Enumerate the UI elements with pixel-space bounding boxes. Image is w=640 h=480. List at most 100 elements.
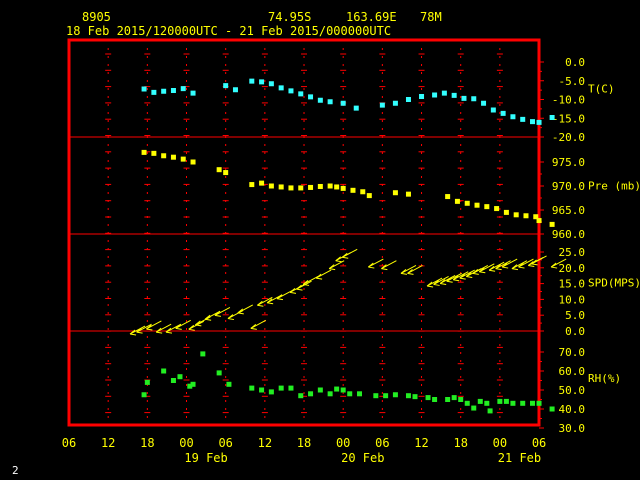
page-number: 2: [12, 464, 19, 477]
data-point: [360, 189, 366, 195]
wind-arrow-shaft: [276, 290, 293, 300]
data-point: [334, 184, 340, 190]
data-point: [308, 94, 314, 100]
y-tick-label: 70.0: [559, 346, 586, 359]
data-point: [454, 198, 460, 204]
data-point: [503, 398, 509, 404]
wind-arrow-head: [511, 264, 519, 271]
data-point: [223, 83, 229, 89]
data-point: [510, 114, 516, 120]
x-tick-label: 00: [493, 436, 507, 450]
y-tick-label: 0.0: [565, 325, 585, 338]
data-point: [484, 400, 490, 406]
time-range: 18 Feb 2015/120000UTC - 21 Feb 2015/0000…: [66, 24, 392, 38]
x-tick-label: 06: [62, 436, 76, 450]
data-point: [383, 393, 389, 399]
data-point: [308, 391, 314, 397]
data-point: [481, 100, 487, 106]
x-tick-label: 18: [297, 436, 311, 450]
data-point: [530, 400, 536, 406]
data-point: [392, 190, 398, 196]
x-date-label: 21 Feb: [498, 451, 541, 465]
wind-arrow-head: [433, 280, 440, 286]
data-point: [249, 78, 255, 84]
data-point: [477, 398, 483, 404]
data-point: [268, 389, 274, 395]
data-point: [298, 393, 304, 399]
wind-arrow-shaft: [315, 269, 332, 279]
data-point: [536, 400, 542, 406]
data-point: [513, 212, 519, 218]
data-point: [268, 183, 274, 189]
data-point: [373, 393, 379, 399]
data-point: [177, 374, 183, 380]
data-point: [536, 119, 542, 125]
wind-arrow-shaft: [136, 323, 152, 333]
data-point: [549, 221, 555, 227]
data-point: [510, 400, 516, 406]
wind-arrow-head: [518, 262, 525, 269]
wind-arrow-head: [459, 273, 466, 280]
wind-arrow-shaft: [400, 264, 417, 274]
data-point: [392, 100, 398, 106]
data-point: [533, 214, 539, 220]
wind-arrow-head: [188, 324, 195, 331]
data-point: [500, 110, 506, 116]
data-point: [151, 150, 157, 156]
wind-arrow-shaft: [501, 258, 518, 268]
y-tick-label: -20.0: [552, 131, 585, 144]
wind-arrow-head: [175, 323, 182, 330]
data-point: [141, 86, 147, 92]
wind-arrow-shaft: [214, 306, 231, 316]
y-tick-label: 40.0: [559, 403, 586, 416]
data-point: [259, 180, 265, 186]
wind-arrow-shaft: [426, 277, 443, 287]
wind-arrow-shaft: [204, 310, 221, 320]
data-point: [317, 183, 323, 189]
wind-arrow-head: [446, 276, 453, 283]
data-point: [503, 209, 509, 215]
wind-arrow-head: [296, 284, 303, 291]
data-point: [170, 154, 176, 160]
data-point: [461, 95, 467, 101]
data-point: [405, 393, 411, 399]
data-point: [259, 387, 265, 393]
wind-arrow-head: [146, 324, 153, 331]
data-point: [249, 385, 255, 391]
data-point: [223, 170, 229, 176]
data-point: [536, 218, 542, 224]
wind-arrow-shaft: [407, 264, 423, 274]
wind-arrow-shaft: [328, 260, 345, 270]
data-point: [379, 102, 385, 108]
data-point: [340, 387, 346, 393]
wind-arrow-shaft: [550, 258, 567, 268]
wind-arrow-shaft: [341, 248, 358, 258]
data-point: [151, 89, 157, 95]
wind-arrow-shaft: [381, 260, 397, 270]
data-point: [425, 395, 431, 401]
wind-arrow-shaft: [433, 275, 449, 285]
data-point: [317, 97, 323, 103]
y-tick-label: 960.0: [552, 228, 585, 241]
data-point: [327, 183, 333, 189]
wind-arrow-head: [407, 268, 414, 275]
wind-arrow-head: [129, 329, 137, 336]
wind-arrow-shaft: [368, 258, 384, 268]
data-point: [288, 185, 294, 191]
wind-arrow-head: [400, 268, 408, 275]
wind-arrow-head: [452, 275, 460, 282]
wind-arrow-head: [439, 279, 447, 285]
data-point: [334, 386, 340, 392]
station-id: 8905: [82, 10, 111, 24]
wind-arrow-head: [266, 298, 274, 305]
data-point: [216, 167, 222, 173]
wind-arrow-head: [155, 327, 163, 334]
data-point: [226, 381, 232, 387]
wind-arrow-head: [527, 261, 535, 267]
data-point: [497, 398, 503, 404]
wind-arrow-shaft: [479, 263, 495, 273]
data-point: [494, 206, 500, 212]
data-point: [419, 94, 425, 99]
wind-arrow-head: [165, 327, 173, 334]
x-tick-label: 06: [532, 436, 546, 450]
